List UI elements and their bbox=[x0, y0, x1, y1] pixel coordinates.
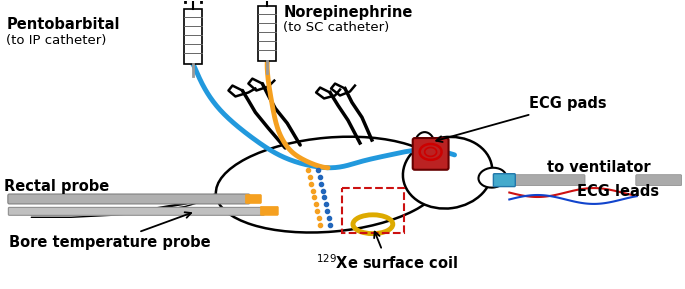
Ellipse shape bbox=[403, 137, 493, 209]
FancyBboxPatch shape bbox=[245, 194, 262, 203]
FancyBboxPatch shape bbox=[636, 175, 682, 186]
Bar bbox=[342, 188, 403, 233]
FancyBboxPatch shape bbox=[493, 174, 515, 187]
Ellipse shape bbox=[414, 132, 434, 158]
Text: Pentobarbital: Pentobarbital bbox=[6, 17, 120, 32]
Text: ECG pads: ECG pads bbox=[436, 96, 607, 142]
Text: Bore temperature probe: Bore temperature probe bbox=[10, 212, 211, 250]
Text: (to SC catheter): (to SC catheter) bbox=[283, 21, 390, 34]
FancyBboxPatch shape bbox=[8, 194, 250, 204]
FancyBboxPatch shape bbox=[413, 138, 449, 170]
FancyBboxPatch shape bbox=[184, 9, 201, 64]
Ellipse shape bbox=[478, 168, 506, 188]
Text: Rectal probe: Rectal probe bbox=[4, 179, 110, 194]
Text: to ventilator: to ventilator bbox=[547, 160, 651, 175]
FancyBboxPatch shape bbox=[260, 206, 278, 215]
Ellipse shape bbox=[216, 137, 445, 233]
FancyBboxPatch shape bbox=[258, 6, 276, 61]
Text: $^{129}$Xe surface coil: $^{129}$Xe surface coil bbox=[316, 232, 458, 272]
Text: (to IP catheter): (to IP catheter) bbox=[6, 34, 107, 47]
FancyBboxPatch shape bbox=[515, 175, 585, 186]
Text: Norepinephrine: Norepinephrine bbox=[283, 5, 412, 20]
FancyBboxPatch shape bbox=[8, 208, 264, 215]
Text: ECG leads: ECG leads bbox=[577, 184, 659, 199]
